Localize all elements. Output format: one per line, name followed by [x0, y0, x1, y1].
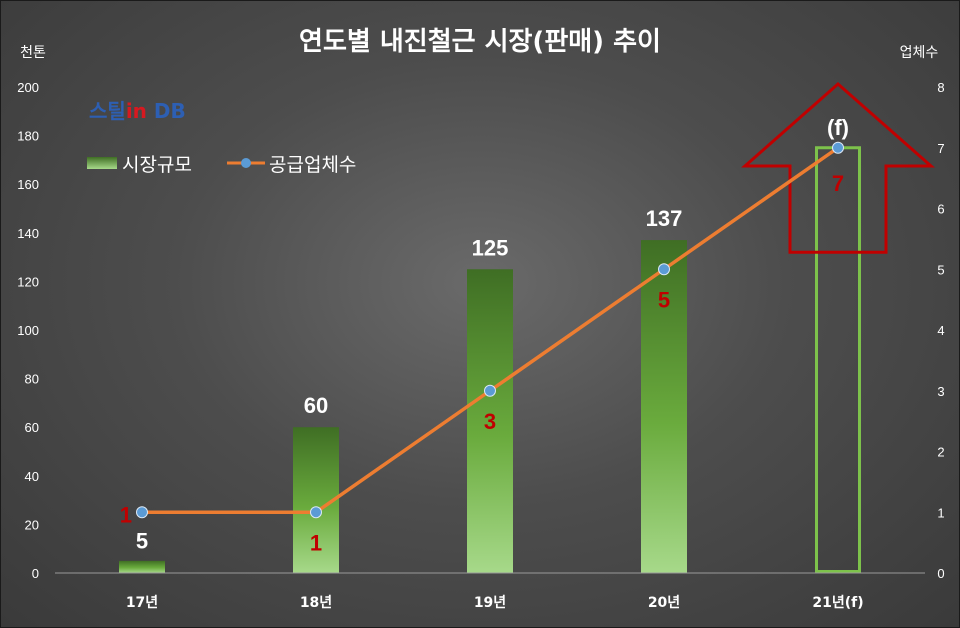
left-tick-label: 180 [17, 129, 39, 144]
right-tick-label: 8 [937, 80, 944, 95]
right-axis-unit: 업체수 [900, 45, 939, 61]
watermark-logo: 스틸in DB [89, 99, 186, 123]
bar-data-label: 125 [472, 235, 509, 260]
legend-label-line: 공급업체수 [269, 154, 356, 176]
line-series [136, 141, 844, 519]
right-tick-label: 2 [937, 445, 944, 460]
forecast-arrow: (f) [741, 82, 935, 254]
legend-swatch-marker [241, 158, 251, 168]
forecast-arrow-outline [741, 82, 935, 254]
line-data-label: 3 [484, 409, 496, 434]
line-data-labels: 1 1 3 5 7 [120, 171, 844, 556]
x-tick-label: 18년 [300, 595, 332, 611]
watermark-part-3: DB [147, 99, 186, 123]
bar [641, 240, 687, 573]
right-tick-label: 6 [937, 202, 944, 217]
right-tick-label: 5 [937, 262, 944, 277]
left-tick-label: 40 [25, 469, 39, 484]
left-tick-label: 60 [25, 420, 39, 435]
bar [467, 269, 513, 573]
line-marker [136, 506, 148, 519]
x-tick-label: 19년 [474, 595, 506, 611]
line-data-label: 1 [310, 530, 322, 555]
bar [119, 560, 165, 573]
line-data-label: 5 [658, 287, 670, 312]
left-tick-label: 200 [17, 80, 39, 95]
legend-swatch-bar [87, 157, 117, 169]
left-tick-label: 100 [17, 323, 39, 338]
x-tick-label: 20년 [648, 595, 680, 611]
chart-title: 연도별 내진철근 시장(판매) 추이 [299, 27, 661, 57]
line-data-label: 1 [120, 502, 132, 527]
x-axis-ticks: 17년 18년 19년 20년 21년(f) [126, 595, 864, 611]
watermark-part-2: in [126, 99, 147, 123]
right-axis-ticks: 0 1 2 3 4 5 6 7 8 [937, 80, 944, 581]
left-tick-label: 80 [25, 372, 39, 387]
left-tick-label: 0 [32, 566, 39, 581]
line-marker [832, 141, 844, 154]
left-tick-label: 120 [17, 274, 39, 289]
left-tick-label: 140 [17, 226, 39, 241]
bar-forecast [815, 146, 861, 573]
right-tick-label: 4 [937, 323, 944, 338]
svg-text:스틸in DB: 스틸in DB [89, 99, 186, 123]
bar-data-label: 60 [304, 393, 328, 418]
bar-data-labels: 5 60 125 137 [136, 206, 682, 553]
legend-label-bar: 시장규모 [122, 154, 192, 176]
watermark-part-1: 스틸 [89, 99, 126, 123]
x-tick-label: 21년(f) [812, 595, 863, 611]
left-axis-unit: 천톤 [20, 45, 46, 61]
right-tick-label: 1 [937, 505, 944, 520]
left-axis-ticks: 0 20 40 60 80 100 120 140 160 180 200 [17, 80, 39, 581]
left-tick-label: 20 [25, 517, 39, 532]
line-marker [484, 384, 496, 397]
line-marker [658, 263, 670, 276]
right-tick-label: 7 [937, 141, 944, 156]
legend: 시장규모 공급업체수 [87, 154, 356, 176]
bar-data-label: 5 [136, 528, 148, 553]
line-data-label: 7 [832, 171, 844, 196]
right-tick-label: 3 [937, 384, 944, 399]
left-tick-label: 160 [17, 177, 39, 192]
x-tick-label: 17년 [126, 595, 158, 611]
right-tick-label: 0 [937, 566, 944, 581]
forecast-annotation: (f) [827, 115, 849, 140]
bar-data-label: 137 [646, 206, 683, 231]
line-marker [310, 506, 322, 519]
